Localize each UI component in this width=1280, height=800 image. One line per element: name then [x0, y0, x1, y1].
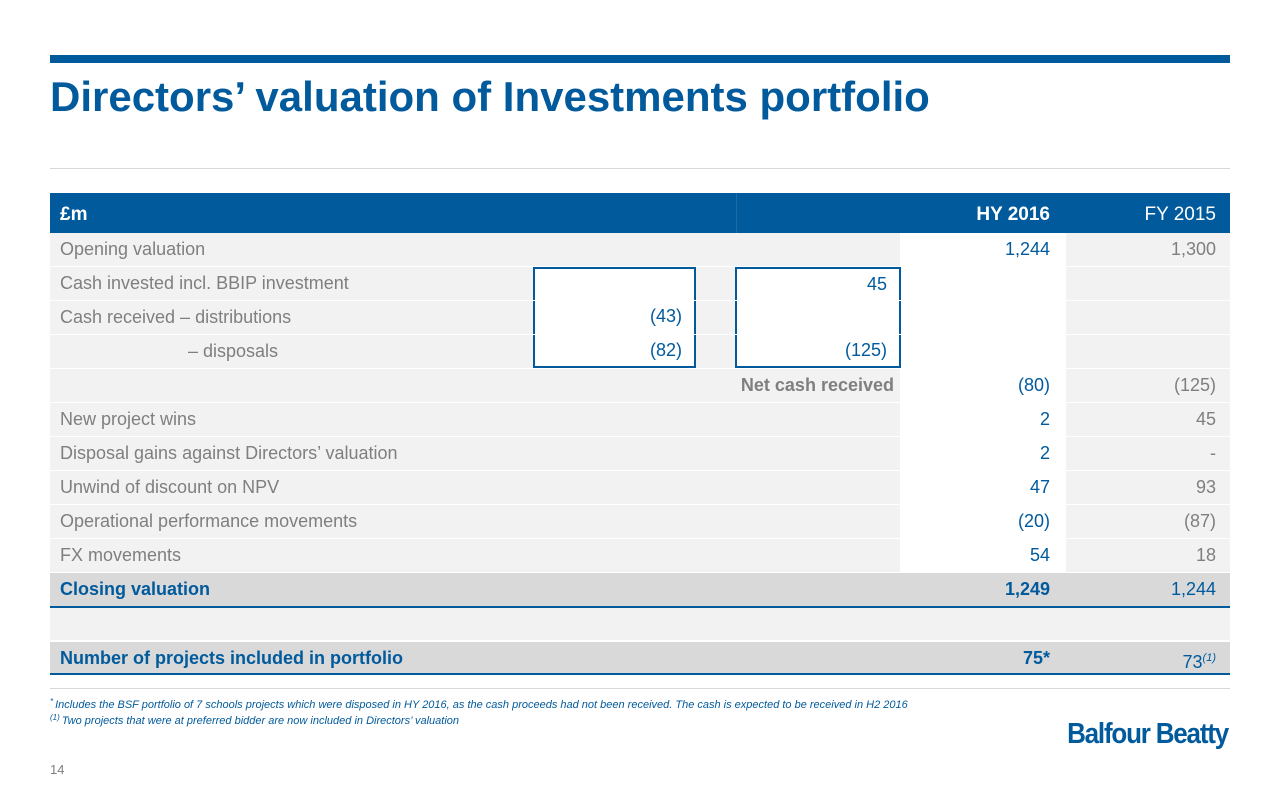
fy-value: 93 [1195, 477, 1216, 497]
fy-column-bg [1066, 539, 1230, 572]
hy-value: 1,249 [1004, 579, 1050, 599]
fy-column-bg [1066, 335, 1230, 368]
row-spacer [50, 608, 1230, 642]
hy-column-bg [900, 437, 1066, 470]
row-new-project-wins: New project wins 2 45 [50, 403, 1230, 437]
row-operational-performance: Operational performance movements (20) (… [50, 505, 1230, 539]
page-title: Directors’ valuation of Investments port… [50, 73, 930, 120]
hy-column-bg [900, 233, 1066, 266]
row-label: Closing valuation [60, 579, 211, 599]
fy-column-bg [1066, 403, 1230, 436]
footnote-1: * Includes the BSF portfolio of 7 schools… [50, 697, 908, 711]
fy-number: 73 [1182, 652, 1203, 672]
cash-flow-box: 45 [735, 267, 901, 300]
footnote-mark: * [50, 697, 54, 706]
title-divider [50, 168, 1230, 169]
hy-column-bg [900, 335, 1066, 368]
fy-value: 45 [1195, 409, 1216, 429]
cash-flow-box: (125) [735, 335, 901, 368]
hy-column-bg [900, 471, 1066, 504]
hy-value: (20) [1017, 511, 1050, 531]
footnote-mark: (1) [50, 713, 60, 722]
row-label: Cash received – distributions [60, 307, 292, 327]
hy-column-bg [900, 267, 1066, 300]
row-disposal-gains: Disposal gains against Directors’ valuat… [50, 437, 1230, 471]
box-value: (82) [649, 340, 682, 360]
fy-value: 1,244 [1170, 579, 1216, 599]
row-number-of-projects: Number of projects included in portfolio… [50, 642, 1230, 675]
fy-value: 1,300 [1170, 239, 1216, 259]
fy-column-bg [1066, 233, 1230, 266]
header-fy-2015: FY 2015 [1144, 204, 1216, 225]
fy-value: (125) [1173, 375, 1216, 395]
fy-column-bg [1066, 267, 1230, 300]
box-value: (125) [844, 340, 887, 360]
header-hy-2016: HY 2016 [976, 204, 1050, 225]
row-label: New project wins [60, 409, 197, 429]
fy-column-bg [1066, 437, 1230, 470]
hy-value: 2 [1039, 409, 1050, 429]
footnote-ref: (1) [1202, 652, 1216, 664]
fy-column-bg [1066, 505, 1230, 538]
hy-column-bg [900, 403, 1066, 436]
row-label: Number of projects included in portfolio [60, 648, 404, 668]
row-cash-invested: Cash invested incl. BBIP investment 45 [50, 267, 1230, 301]
hy-value: 47 [1029, 477, 1050, 497]
row-label: Opening valuation [60, 239, 206, 259]
row-label: – disposals [188, 341, 279, 361]
hy-column-bg [900, 369, 1066, 402]
hy-column-bg [900, 301, 1066, 334]
hy-column-bg [900, 539, 1066, 572]
distributions-box: (82) [533, 335, 696, 368]
hy-value: 54 [1029, 545, 1050, 565]
top-accent-bar [50, 55, 1230, 63]
balfour-beatty-logo: Balfour Beatty [1067, 716, 1229, 750]
footnote-text: Two projects that were at preferred bidd… [61, 715, 460, 727]
hy-column-bg [900, 505, 1066, 538]
fy-column-bg [1066, 369, 1230, 402]
distributions-box: (43) [533, 301, 696, 334]
fy-value: - [1210, 443, 1216, 463]
valuation-table: £m HY 2016 FY 2015 Opening valuation 1,2… [50, 193, 1230, 675]
distributions-box [533, 267, 696, 300]
row-unwind-of-discount: Unwind of discount on NPV 47 93 [50, 471, 1230, 505]
row-disposals: – disposals (82) (125) [50, 335, 1230, 369]
box-value: 45 [866, 274, 887, 294]
row-opening-valuation: Opening valuation 1,244 1,300 [50, 233, 1230, 267]
row-closing-valuation: Closing valuation 1,249 1,244 [50, 573, 1230, 608]
footnote-divider [50, 688, 1230, 689]
row-label: Net cash received [740, 375, 894, 395]
footnote-2: (1) Two projects that were at preferred b… [50, 713, 459, 727]
hy-value: 75* [1022, 648, 1050, 668]
box-value: (43) [649, 306, 682, 326]
fy-column-bg [1066, 471, 1230, 504]
table-header: £m HY 2016 FY 2015 [50, 193, 1230, 233]
row-label: Unwind of discount on NPV [60, 477, 280, 497]
page-number: 14 [50, 762, 65, 777]
row-label: Disposal gains against Directors’ valuat… [60, 443, 398, 463]
hy-value: (80) [1017, 375, 1050, 395]
hy-value: 1,244 [1004, 239, 1050, 259]
row-label: Cash invested incl. BBIP investment [60, 273, 349, 293]
cash-flow-box [735, 301, 901, 334]
row-fx-movements: FX movements 54 18 [50, 539, 1230, 573]
fy-value: (87) [1183, 511, 1216, 531]
hy-value: 2 [1039, 443, 1050, 463]
row-net-cash-received: Net cash received (80) (125) [50, 369, 1230, 403]
fy-column-bg [1066, 301, 1230, 334]
footnote-text: Includes the BSF portfolio of 7 schools … [55, 699, 908, 711]
header-divider [736, 193, 737, 233]
header-unit: £m [60, 204, 88, 225]
fy-value: 73(1) [1183, 642, 1216, 673]
row-cash-received-distributions: Cash received – distributions (43) [50, 301, 1230, 335]
row-label: FX movements [60, 545, 182, 565]
row-label: Operational performance movements [60, 511, 358, 531]
fy-value: 18 [1195, 545, 1216, 565]
